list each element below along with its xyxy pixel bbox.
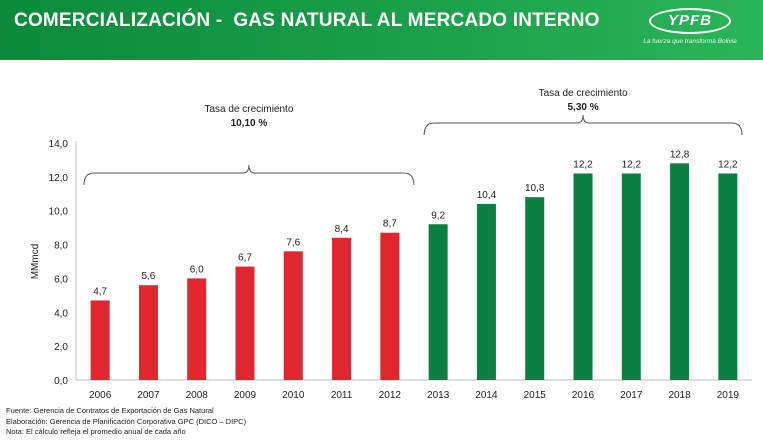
bar-2009 (235, 266, 255, 380)
y-tick-label: 6,0 (54, 274, 68, 285)
data-label: 12,2 (622, 159, 642, 170)
data-label: 6,0 (190, 264, 204, 275)
data-label: 12,2 (573, 159, 593, 170)
bar-chart: 0,0 2,0 4,0 6,0 8,0 10,0 12,0 14,0 MMmcd 4,7 2006 5… (30, 88, 752, 401)
page-title: COMERCIALIZACIÓN - GAS NATURAL AL MERCAD… (14, 10, 600, 31)
growth-brace (423, 114, 743, 136)
y-tick-label: 8,0 (54, 241, 68, 252)
x-tick-label: 2019 (717, 390, 740, 401)
y-tick-label: 10,0 (49, 207, 69, 218)
y-tick-label: 2,0 (54, 342, 68, 353)
x-tick-label: 2013 (427, 390, 450, 401)
x-tick-label: 2008 (186, 390, 209, 401)
data-label: 10,4 (477, 190, 497, 201)
data-label: 7,6 (286, 237, 300, 248)
growth-value: 10,10 % (231, 118, 268, 129)
x-tick-label: 2011 (331, 390, 353, 401)
y-axis-label: MMmcd (30, 244, 41, 280)
bar-2007 (138, 285, 158, 380)
bar-2019 (718, 173, 738, 380)
data-label: 4,7 (93, 286, 107, 297)
data-label: 12,2 (718, 159, 738, 170)
bar-2011 (332, 237, 352, 380)
bar-2017 (621, 173, 641, 380)
x-tick-label: 2007 (137, 390, 160, 401)
x-tick-label: 2009 (234, 390, 257, 401)
data-label: 10,8 (525, 183, 545, 194)
bar-2006 (90, 300, 110, 380)
x-tick-label: 2017 (620, 390, 643, 401)
x-tick-label: 2010 (282, 390, 305, 401)
y-tick-label: 0,0 (54, 376, 68, 387)
bar-2014 (476, 203, 496, 380)
x-tick-label: 2016 (572, 390, 595, 401)
logo-tagline: La fuerza que transforma Bolivia (643, 38, 737, 45)
growth-value: 5,30 % (568, 102, 599, 113)
x-tick-label: 2015 (524, 390, 547, 401)
footer-source: Fuente: Gerencia de Contratos de Exporta… (6, 406, 214, 415)
data-label: 8,4 (335, 224, 349, 235)
x-tick-label: 2014 (475, 390, 498, 401)
bar-2012 (380, 232, 400, 380)
data-label: 6,7 (238, 253, 252, 264)
logo-mark: YPFB (649, 8, 731, 34)
data-label: 12,8 (670, 149, 690, 160)
data-label: 8,7 (383, 219, 397, 230)
bar-2018 (670, 163, 690, 380)
footer-notes: Fuente: Gerencia de Contratos de Exporta… (6, 406, 246, 438)
growth-brace (83, 164, 415, 186)
y-tick-label: 4,0 (54, 308, 68, 319)
bar-2008 (187, 278, 207, 380)
footer-note: Nota: El cálculo refleja el promedio anu… (6, 427, 186, 436)
bar-2013 (428, 224, 448, 380)
ypfb-logo: YPFB La fuerza que transforma Bolivia (635, 8, 745, 52)
bar-2015 (525, 197, 545, 380)
bar-2016 (573, 173, 593, 380)
footer-elaboration: Elaboración: Gerencia de Planificación C… (6, 416, 247, 426)
x-tick-label: 2006 (89, 390, 112, 401)
data-label: 9,2 (431, 210, 445, 221)
x-tick-label: 2018 (668, 390, 691, 401)
bar-2010 (283, 251, 303, 380)
y-tick-label: 14,0 (49, 139, 69, 150)
x-tick-label: 2012 (379, 390, 402, 401)
growth-label: Tasa de crecimiento (204, 104, 293, 115)
header-bar: COMERCIALIZACIÓN - GAS NATURAL AL MERCAD… (0, 0, 763, 60)
growth-label: Tasa de crecimiento (539, 88, 628, 99)
data-label: 5,6 (141, 271, 155, 282)
y-tick-label: 12,0 (49, 173, 69, 184)
